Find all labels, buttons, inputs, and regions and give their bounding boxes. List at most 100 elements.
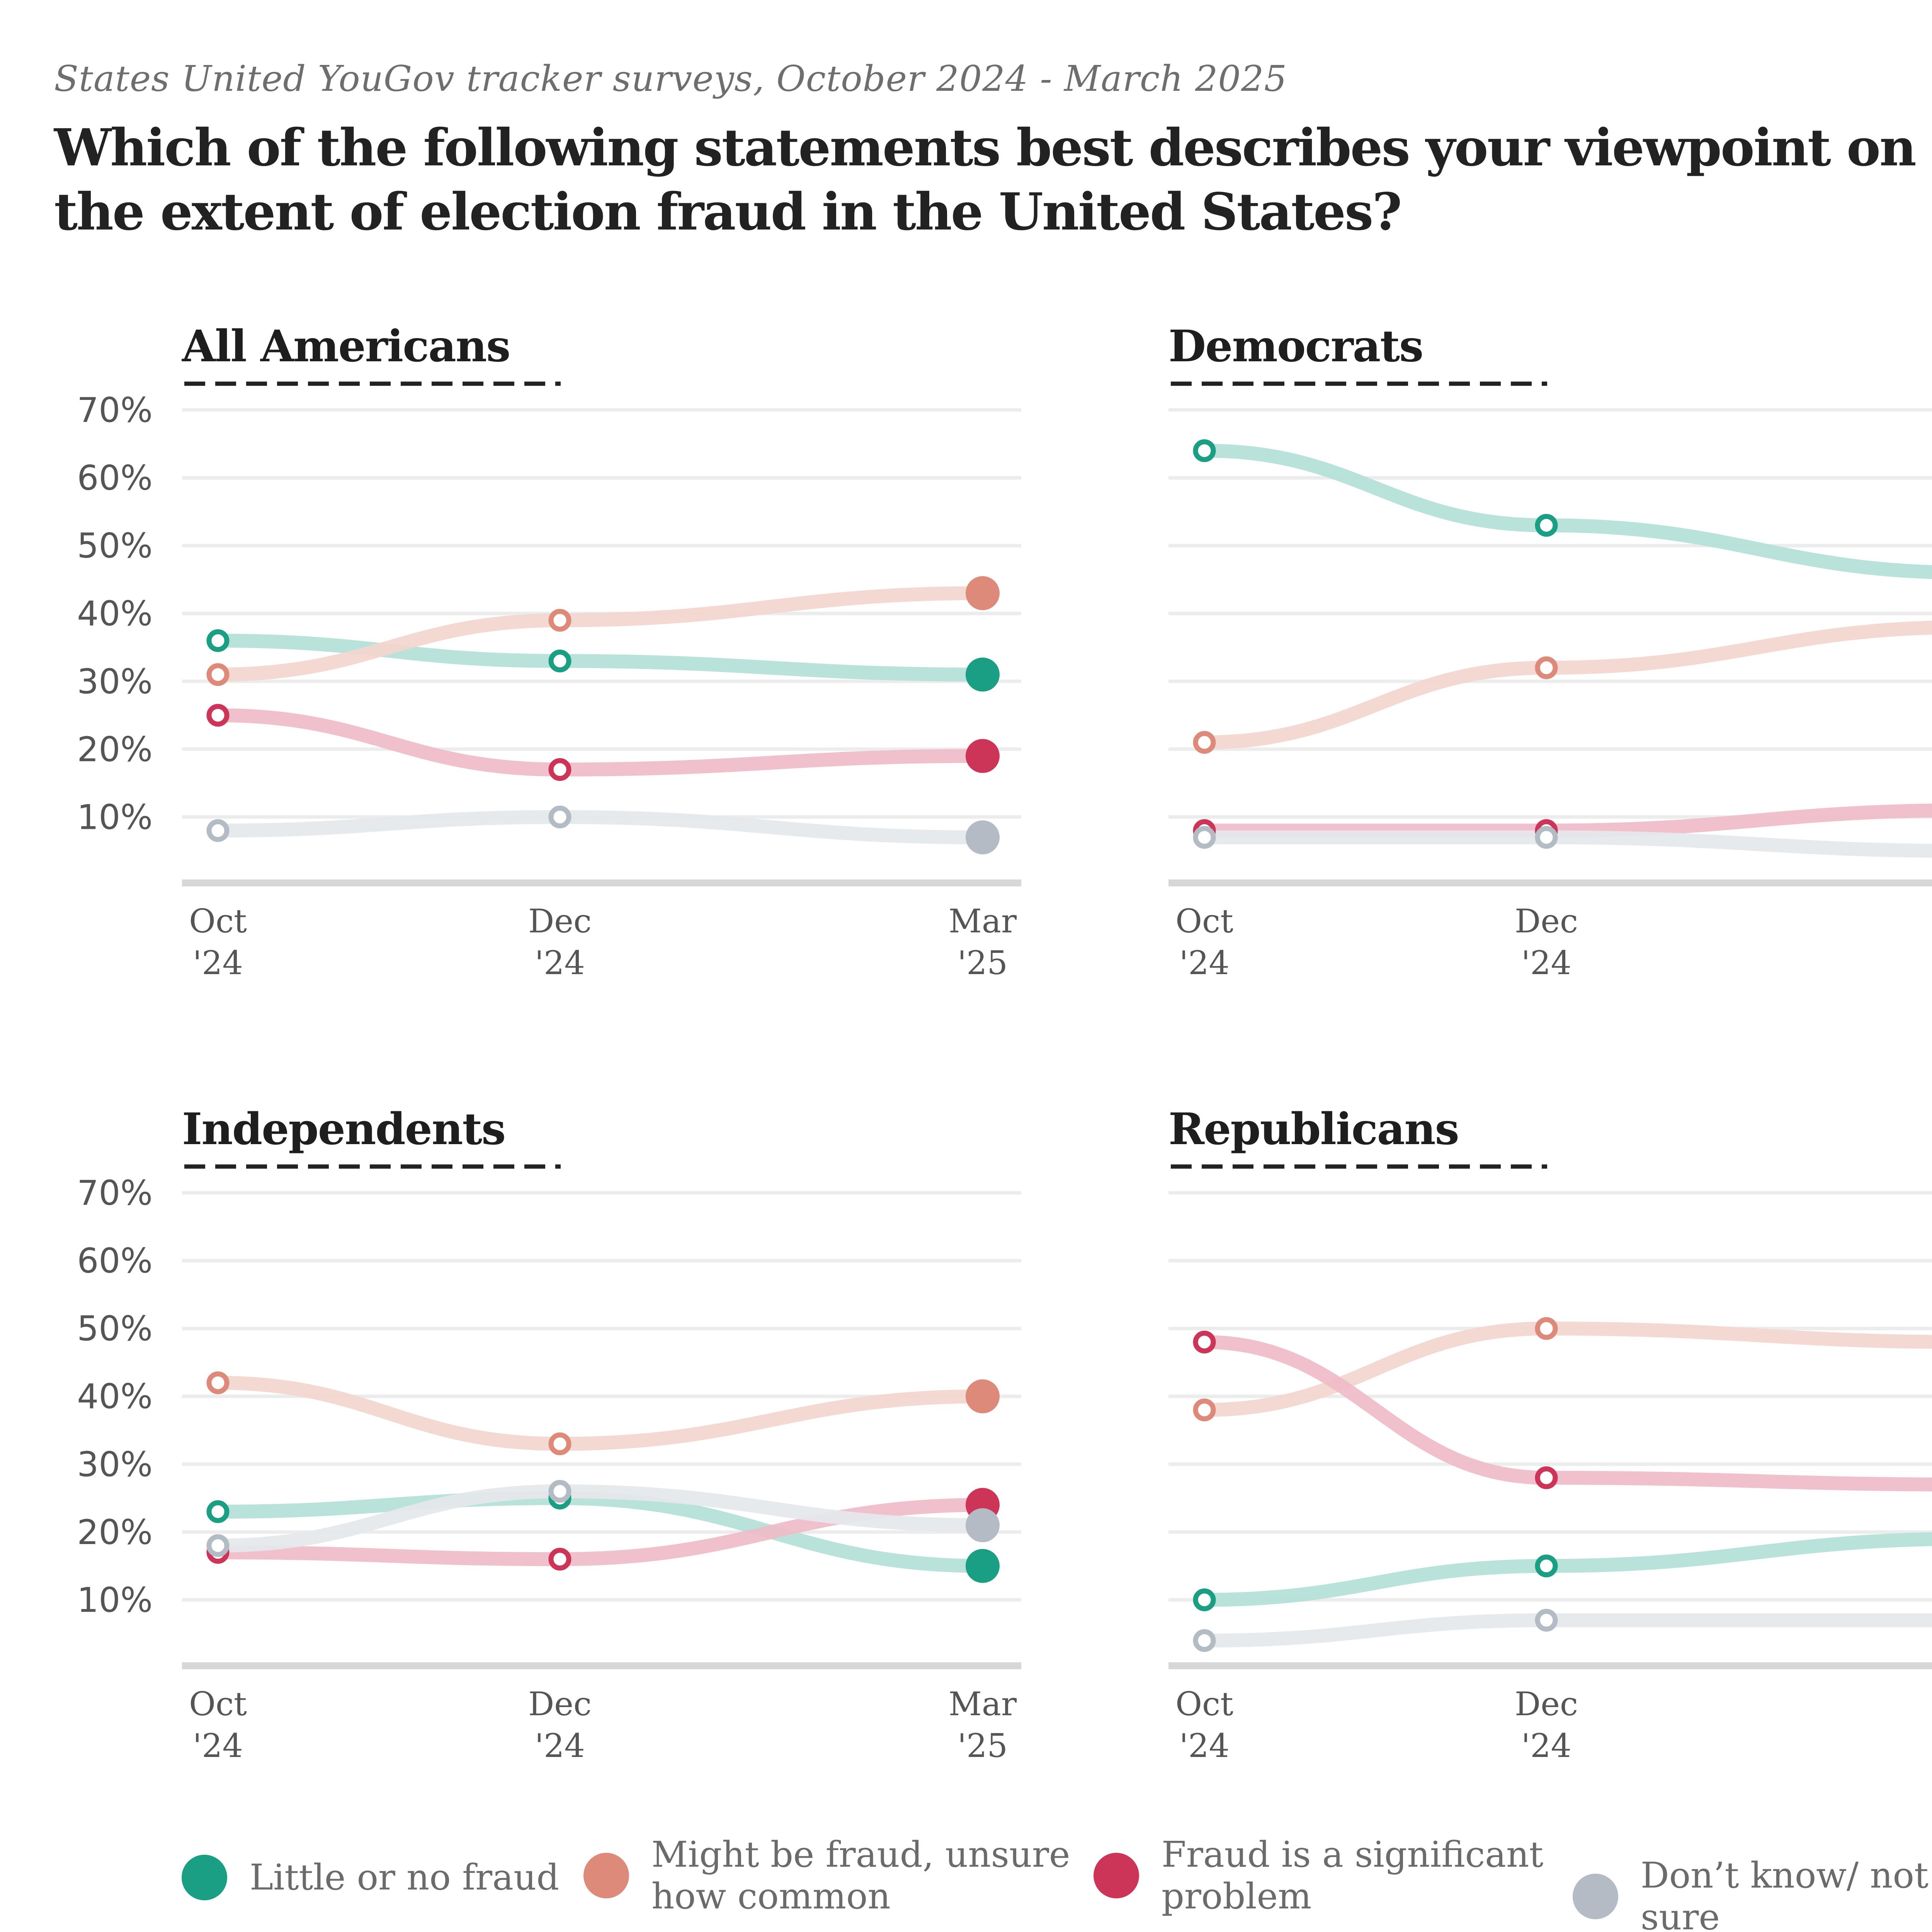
series-line-3 xyxy=(1197,1613,1932,1648)
data-point-2 xyxy=(206,704,230,727)
y-tick-label: 50% xyxy=(77,526,153,566)
data-point-3 xyxy=(548,805,571,828)
x-tick-label: '24 xyxy=(535,1727,585,1765)
y-tick-label: 30% xyxy=(77,662,153,701)
data-point-1 xyxy=(206,663,230,686)
legend-swatch-icon xyxy=(583,1853,629,1898)
panel-all-americans: All Americans 10% 20% 30% 40% 50% 60% 70% Oct '24… xyxy=(77,321,1021,982)
data-point-0 xyxy=(206,629,230,652)
x-tick-label: Dec xyxy=(1515,1685,1578,1723)
x-tick-label: '24 xyxy=(193,944,243,982)
x-tick-label: '24 xyxy=(193,1727,243,1765)
data-point-3 xyxy=(1193,826,1216,849)
panel-title: All Americans xyxy=(182,321,510,372)
chart-subtitle: States United YouGov tracker surveys, Oc… xyxy=(54,58,1287,99)
data-point-0 xyxy=(548,650,571,673)
data-point-final-3 xyxy=(966,1508,1000,1543)
data-point-1 xyxy=(1193,1398,1216,1422)
y-tick-label: 20% xyxy=(77,730,153,769)
x-tick-label: '24 xyxy=(535,944,585,982)
data-point-1 xyxy=(206,1371,230,1395)
data-point-0 xyxy=(1535,1554,1558,1578)
data-point-3 xyxy=(1535,1609,1558,1632)
legend-label: Don’t know/ not sure xyxy=(1641,1855,1929,1932)
x-tick-label: '24 xyxy=(1521,944,1571,982)
legend-item-might-be-fraud: Might be fraud, unsure how common xyxy=(583,1834,1070,1917)
legend-label: Little or no fraud xyxy=(250,1857,560,1898)
x-tick-label: Dec xyxy=(528,902,592,940)
data-point-3 xyxy=(206,819,230,842)
x-tick-label: Oct xyxy=(189,1685,247,1723)
y-tick-label: 30% xyxy=(77,1444,153,1484)
y-tick-label: 50% xyxy=(77,1309,153,1349)
legend-item-fraud-significant: Fraud is a significant problem xyxy=(1094,1834,1543,1917)
legend-item-little-or-no-fraud: Little or no fraud xyxy=(182,1855,559,1900)
series-line-0 xyxy=(1197,444,1932,579)
series-line-2 xyxy=(211,708,990,777)
y-tick-label: 20% xyxy=(77,1512,153,1552)
x-tick-label: '24 xyxy=(1521,1727,1571,1765)
data-point-2 xyxy=(548,1548,571,1571)
series-line-1 xyxy=(211,1376,990,1451)
data-point-final-0 xyxy=(966,1549,1000,1583)
x-tick-label: '24 xyxy=(1179,1727,1230,1765)
series-line-0 xyxy=(211,633,990,682)
data-point-1 xyxy=(1535,656,1558,679)
series-line-0 xyxy=(1197,1532,1932,1607)
data-point-0 xyxy=(1193,1588,1216,1611)
legend-label: Might be fraud, unsure how common xyxy=(651,1834,1070,1917)
y-tick-label: 10% xyxy=(77,1580,153,1620)
data-point-2 xyxy=(1193,1330,1216,1354)
data-point-1 xyxy=(1193,731,1216,754)
panel-title: Democrats xyxy=(1168,321,1423,372)
y-tick-label: 40% xyxy=(77,594,153,634)
data-point-3 xyxy=(1535,826,1558,849)
x-tick-label: Oct xyxy=(1175,1685,1233,1723)
panel-title: Republicans xyxy=(1168,1104,1459,1155)
data-point-final-2 xyxy=(966,739,1000,773)
data-point-1 xyxy=(1535,1317,1558,1340)
data-point-2 xyxy=(1535,1466,1558,1489)
data-point-3 xyxy=(1193,1629,1216,1652)
series-line-0 xyxy=(211,1491,990,1573)
legend-swatch-icon xyxy=(1094,1853,1139,1898)
x-tick-label: Mar xyxy=(949,902,1017,940)
x-tick-label: Oct xyxy=(1175,902,1233,940)
x-tick-label: Oct xyxy=(189,902,247,940)
data-point-1 xyxy=(548,609,571,632)
y-tick-label: 60% xyxy=(77,1241,153,1281)
x-tick-label: Dec xyxy=(528,1685,592,1723)
y-tick-label: 60% xyxy=(77,458,153,498)
y-tick-label: 40% xyxy=(77,1377,153,1417)
x-tick-label: '25 xyxy=(957,1727,1008,1765)
data-point-final-0 xyxy=(966,657,1000,692)
data-point-0 xyxy=(1535,514,1558,537)
series-line-1 xyxy=(1197,621,1932,750)
series-line-3 xyxy=(211,810,990,845)
series-line-2 xyxy=(1197,803,1932,838)
y-tick-label: 70% xyxy=(77,390,153,430)
data-point-1 xyxy=(548,1432,571,1456)
data-point-final-1 xyxy=(966,1379,1000,1413)
legend: Little or no fraud Might be fraud, unsur… xyxy=(182,1824,1932,1932)
panel-independents: Independents 10% 20% 30% 40% 50% 60% 70% Oct '24 D… xyxy=(77,1104,1021,1765)
legend-swatch-icon xyxy=(182,1855,227,1900)
data-point-3 xyxy=(206,1534,230,1557)
series-line-3 xyxy=(1197,830,1932,858)
data-point-0 xyxy=(1193,439,1216,462)
legend-swatch-icon xyxy=(1573,1874,1618,1919)
legend-item-dont-know: Don’t know/ not sure xyxy=(1573,1855,1932,1932)
chart-title: Which of the following statements best d… xyxy=(54,118,1917,242)
x-tick-label: '25 xyxy=(957,944,1008,982)
x-tick-label: Dec xyxy=(1515,902,1578,940)
panel-title: Independents xyxy=(182,1104,505,1155)
data-point-final-1 xyxy=(966,576,1000,611)
x-tick-label: '24 xyxy=(1179,944,1230,982)
y-tick-label: 10% xyxy=(77,797,153,837)
data-point-2 xyxy=(548,758,571,781)
data-point-final-3 xyxy=(966,820,1000,855)
legend-label: Fraud is a significant problem xyxy=(1162,1834,1544,1917)
